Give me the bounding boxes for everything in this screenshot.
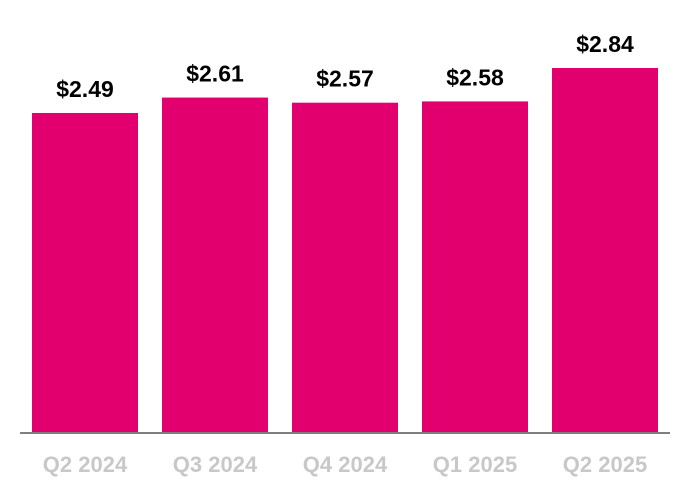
x-tick-label: Q2 2024 — [43, 452, 128, 477]
x-tick-label: Q1 2025 — [433, 452, 517, 477]
x-tick-label: Q4 2024 — [303, 452, 388, 477]
bar-q2-2025 — [552, 68, 658, 433]
x-tick-label: Q3 2024 — [173, 452, 258, 477]
bar-q2-2024 — [32, 112, 138, 433]
data-label: $2.49 — [56, 76, 114, 102]
data-label: $2.58 — [446, 64, 504, 90]
data-label: $2.84 — [576, 31, 634, 57]
data-label: $2.61 — [186, 61, 244, 87]
bar-q4-2024 — [292, 102, 398, 433]
bar-q3-2024 — [162, 97, 268, 433]
bar-q1-2025 — [422, 101, 528, 433]
x-tick-labels: Q2 2024 Q3 2024 Q4 2024 Q1 2025 Q2 2025 — [43, 452, 647, 477]
value-labels-layer: $2.49 $2.61 $2.57 $2.58 $2.84 — [56, 31, 634, 102]
x-tick-label: Q2 2025 — [563, 452, 647, 477]
data-label: $2.57 — [316, 66, 374, 92]
bars-layer — [32, 68, 658, 433]
